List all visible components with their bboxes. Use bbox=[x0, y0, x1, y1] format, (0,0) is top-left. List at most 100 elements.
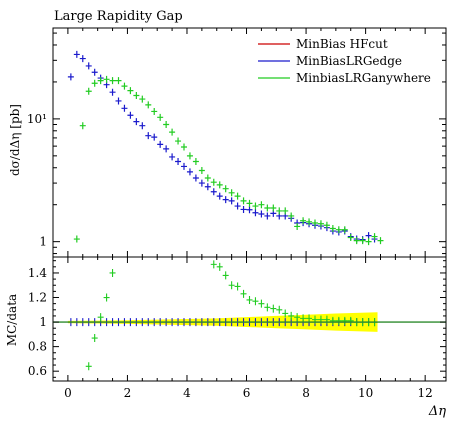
data-point bbox=[73, 235, 80, 243]
data-point bbox=[169, 153, 176, 161]
x-tick-label: 12 bbox=[418, 386, 433, 400]
data-point bbox=[347, 234, 354, 242]
data-point bbox=[371, 233, 378, 241]
data-point bbox=[264, 204, 271, 212]
ratio-point bbox=[228, 281, 235, 290]
data-point bbox=[204, 183, 211, 191]
data-point bbox=[127, 111, 134, 119]
data-point bbox=[317, 220, 324, 228]
data-point bbox=[175, 137, 182, 145]
ratio-point bbox=[85, 362, 92, 371]
ratio-point bbox=[103, 293, 110, 302]
data-point bbox=[276, 207, 283, 215]
ratio-point bbox=[234, 282, 241, 291]
ratio-series-1 bbox=[85, 260, 378, 371]
x-tick-label: 10 bbox=[358, 386, 373, 400]
ratio-plot-frame bbox=[52, 256, 447, 382]
data-point bbox=[169, 128, 176, 136]
series-2 bbox=[73, 75, 384, 246]
data-point bbox=[186, 152, 193, 160]
data-point bbox=[365, 238, 372, 246]
data-point bbox=[151, 133, 158, 141]
x-tick-label: 2 bbox=[124, 386, 132, 400]
ratio-point bbox=[276, 305, 283, 314]
data-point bbox=[204, 174, 211, 182]
data-point bbox=[157, 113, 164, 121]
ratio-point bbox=[222, 271, 229, 280]
data-point bbox=[353, 237, 360, 245]
data-point bbox=[198, 179, 205, 187]
ratio-y-tick-label: 1.2 bbox=[28, 291, 47, 305]
main-y-axis-label: dσ/dΔη [pb] bbox=[8, 104, 22, 176]
data-point bbox=[79, 122, 86, 130]
ratio-y-tick-label: 1.4 bbox=[28, 266, 47, 280]
ratio-point bbox=[288, 311, 295, 320]
x-tick-label: 4 bbox=[183, 386, 191, 400]
data-point bbox=[97, 77, 104, 85]
ratio-point bbox=[306, 314, 313, 323]
ratio-plot-area bbox=[53, 260, 446, 371]
x-axis-label: Δη bbox=[428, 404, 446, 419]
data-point bbox=[109, 77, 116, 85]
legend-label-lrgedge: MinBiasLRGedge bbox=[296, 54, 402, 68]
data-point bbox=[198, 166, 205, 174]
data-point bbox=[133, 118, 140, 126]
ratio-point bbox=[341, 316, 348, 325]
x-tick-label: 6 bbox=[243, 386, 251, 400]
data-point bbox=[377, 237, 384, 245]
ratio-y-tick-label: 0.6 bbox=[28, 364, 47, 378]
data-point bbox=[228, 189, 235, 197]
ratio-point bbox=[329, 316, 336, 325]
ratio-point bbox=[300, 314, 307, 323]
ratio-point bbox=[91, 334, 98, 343]
data-point bbox=[67, 73, 74, 81]
data-point bbox=[157, 140, 164, 148]
data-point bbox=[359, 237, 366, 245]
legend: MinBias HFcut MinBiasLRGedge MinbiasLRGa… bbox=[258, 37, 431, 85]
ratio-y-axis-label: MC/data bbox=[5, 294, 19, 346]
data-point bbox=[222, 185, 229, 193]
data-point bbox=[121, 82, 128, 90]
ratio-point bbox=[294, 313, 301, 322]
ratio-point bbox=[109, 268, 116, 277]
ratio-point bbox=[335, 316, 342, 325]
data-point bbox=[234, 202, 241, 210]
data-point bbox=[270, 204, 277, 212]
legend-label-hfcut: MinBias HFcut bbox=[296, 37, 388, 51]
data-point bbox=[329, 224, 336, 232]
data-point bbox=[335, 226, 342, 234]
data-point bbox=[91, 68, 98, 76]
ratio-point bbox=[210, 260, 217, 269]
ratio-point bbox=[270, 304, 277, 313]
data-point bbox=[341, 226, 348, 234]
ratio-y-axis: 0.6 0.8 1 1.2 1.4 bbox=[28, 260, 446, 378]
data-point bbox=[258, 210, 265, 218]
data-point bbox=[181, 162, 187, 170]
data-point bbox=[294, 222, 301, 230]
main-y-tick-label: 1 bbox=[39, 235, 47, 249]
ratio-point bbox=[258, 299, 265, 308]
ratio-point bbox=[252, 297, 259, 306]
data-point bbox=[216, 181, 223, 189]
data-point bbox=[228, 197, 235, 205]
data-point bbox=[79, 55, 86, 63]
data-point bbox=[163, 121, 170, 129]
data-point bbox=[306, 218, 313, 226]
data-point bbox=[282, 207, 289, 215]
data-point bbox=[186, 168, 193, 176]
data-point bbox=[234, 192, 241, 200]
data-point bbox=[139, 122, 146, 130]
data-point bbox=[288, 212, 295, 220]
data-point bbox=[192, 157, 199, 165]
data-point bbox=[252, 202, 259, 210]
data-point bbox=[264, 212, 271, 220]
data-point bbox=[115, 77, 122, 85]
x-tick-label: 0 bbox=[64, 386, 72, 400]
data-point bbox=[91, 79, 98, 87]
main-y-axis: 1 10¹ bbox=[27, 32, 446, 255]
chart-title: Large Rapidity Gap bbox=[54, 9, 183, 24]
data-point bbox=[115, 97, 122, 105]
ratio-point bbox=[97, 313, 104, 322]
data-point bbox=[312, 219, 318, 227]
